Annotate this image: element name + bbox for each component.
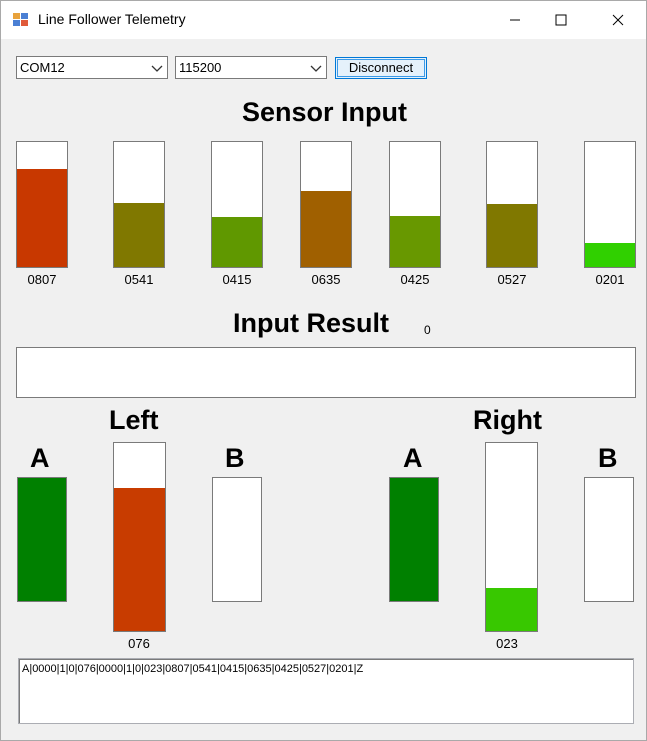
left-speed-fill (114, 488, 165, 631)
sensor-bar (389, 141, 441, 268)
disconnect-button[interactable]: Disconnect (335, 57, 427, 79)
maximize-button[interactable] (538, 1, 584, 39)
app-icon (13, 13, 28, 26)
sensor-bar-fill (17, 169, 67, 267)
right-a-indicator (389, 477, 439, 602)
right-speed-value: 023 (496, 636, 518, 651)
chevron-down-icon (151, 65, 163, 72)
left-b-indicator (212, 477, 262, 602)
sensor-bar (300, 141, 352, 268)
sensor-bar-fill (585, 243, 635, 267)
right-speed-fill (486, 588, 537, 631)
left-a-fill (18, 478, 66, 601)
sensor-bar-fill (301, 191, 351, 267)
sensor-value: 0635 (311, 272, 341, 287)
title-bar: Line Follower Telemetry (1, 1, 646, 39)
right-speed-bar (485, 442, 538, 632)
chevron-down-icon (310, 65, 322, 72)
input-result-display (16, 347, 636, 398)
window-title: Line Follower Telemetry (38, 11, 186, 27)
left-b-label: B (225, 443, 245, 473)
left-a-indicator (17, 477, 67, 602)
sensor-value: 0415 (222, 272, 252, 287)
sensor-bar (113, 141, 165, 268)
sensor-bar-fill (212, 217, 262, 267)
sensor-bar-fill (487, 204, 537, 267)
minimize-button[interactable] (492, 1, 538, 39)
port-select[interactable]: COM12 (16, 56, 168, 79)
sensor-bar (211, 141, 263, 268)
sensor-value: 0807 (27, 272, 57, 287)
sensor-value: 0201 (595, 272, 625, 287)
sensor-value: 0541 (124, 272, 154, 287)
baud-select[interactable]: 115200 (175, 56, 327, 79)
close-icon (612, 14, 624, 26)
raw-telemetry-log[interactable]: A|0000|1|0|076|0000|1|0|023|0807|0541|04… (18, 658, 634, 724)
sensor-bar (486, 141, 538, 268)
port-value: COM12 (20, 60, 65, 75)
sensor-bar-fill (114, 203, 164, 267)
sensor-bar (584, 141, 636, 268)
close-button[interactable] (595, 1, 641, 39)
input-result-heading: Input Result (233, 308, 389, 338)
right-a-fill (390, 478, 438, 601)
sensor-bar (16, 141, 68, 268)
minimize-icon (510, 19, 520, 21)
right-motor-heading: Right (473, 405, 542, 435)
sensor-bar-fill (390, 216, 440, 267)
left-a-label: A (30, 443, 50, 473)
right-a-label: A (403, 443, 423, 473)
right-b-indicator (584, 477, 634, 602)
baud-value: 115200 (179, 60, 222, 75)
sensor-value: 0527 (497, 272, 527, 287)
right-b-label: B (598, 443, 618, 473)
sensor-input-heading: Sensor Input (241, 97, 407, 127)
input-result-value: 0 (424, 323, 431, 337)
left-speed-value: 076 (128, 636, 150, 651)
left-speed-bar (113, 442, 166, 632)
maximize-icon (555, 14, 567, 26)
left-motor-heading: Left (109, 405, 159, 435)
sensor-value: 0425 (400, 272, 430, 287)
